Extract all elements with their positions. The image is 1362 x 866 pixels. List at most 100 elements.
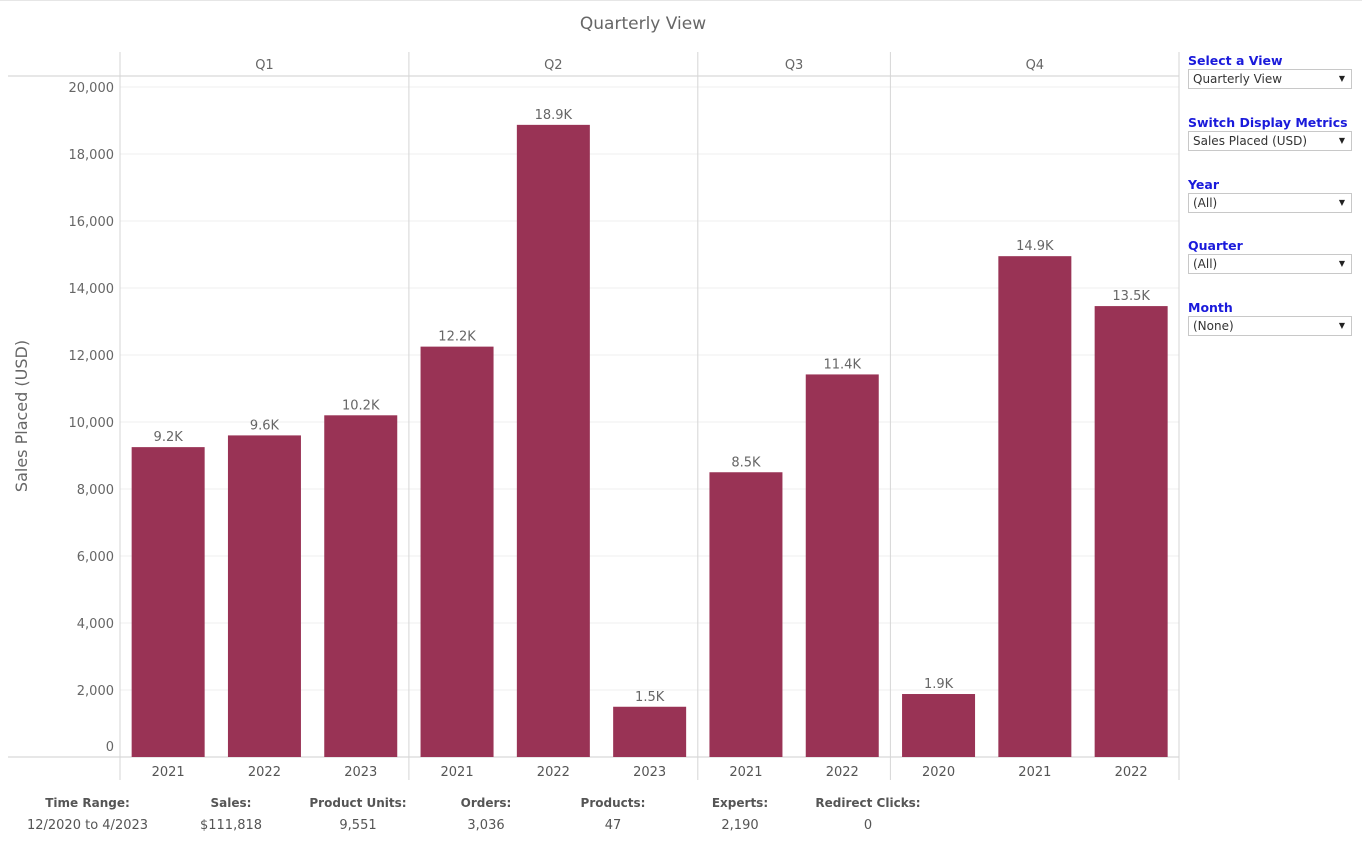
x-tick-label: 2021: [441, 765, 474, 780]
y-tick-label: 6,000: [77, 550, 114, 565]
dropdown-value: Sales Placed (USD): [1193, 134, 1308, 148]
metric-value: 12/2020 to 4/2023: [26, 818, 149, 833]
bar: [420, 346, 494, 757]
metric-label: Products:: [580, 796, 646, 810]
y-tick-label: 2,000: [77, 684, 114, 699]
bar-value-label: 11.4K: [824, 357, 862, 372]
dropdown-value: Quarterly View: [1193, 72, 1283, 86]
bar: [131, 447, 205, 757]
filter-month: Month (None) ▼: [1188, 299, 1358, 339]
filter-select-a-view: Select a View Quarterly View ▼: [1188, 52, 1358, 114]
metric-experts: Experts: 2,190: [690, 794, 790, 835]
y-axis-title: Sales Placed (USD): [12, 340, 31, 492]
filter-label: Quarter: [1188, 238, 1243, 253]
year-dropdown[interactable]: (All) ▼: [1188, 193, 1352, 213]
x-tick-label: 2022: [248, 765, 281, 780]
bar-value-label: 14.9K: [1016, 239, 1054, 254]
x-tick-label: 2021: [729, 765, 762, 780]
quarter-header: Q1: [255, 58, 274, 73]
filter-switch-display-metrics: Switch Display Metrics Sales Placed (USD…: [1188, 114, 1358, 176]
y-tick-label: 4,000: [77, 617, 114, 632]
y-tick-label: 12,000: [69, 349, 115, 364]
x-tick-label: 2021: [152, 765, 185, 780]
bar-value-label: 8.5K: [731, 455, 761, 470]
metric-time-range: Time Range: 12/2020 to 4/2023: [10, 794, 165, 835]
bar: [998, 256, 1072, 757]
dropdown-arrow-icon: ▼: [1338, 259, 1345, 268]
display-metrics-dropdown[interactable]: Sales Placed (USD) ▼: [1188, 131, 1352, 151]
y-tick-label: 14,000: [69, 282, 115, 297]
metric-label: Time Range:: [45, 796, 130, 810]
bar: [1094, 306, 1168, 757]
x-tick-label: 2023: [633, 765, 666, 780]
metric-value: 0: [863, 818, 873, 833]
y-tick-label: 16,000: [69, 215, 115, 230]
x-tick-label: 2022: [537, 765, 570, 780]
quarter-dropdown[interactable]: (All) ▼: [1188, 254, 1352, 274]
bar: [516, 124, 590, 758]
x-tick-label: 2022: [826, 765, 859, 780]
bar: [709, 472, 783, 757]
x-tick-label: 2022: [1115, 765, 1148, 780]
x-tick-label: 2020: [922, 765, 955, 780]
quarterly-sales-chart: 0 2,000 4,000 6,000 8,000 10,000 12,000 14,000 1…: [8, 52, 1180, 780]
metric-value: $111,818: [199, 818, 263, 833]
y-tick-label: 10,000: [69, 416, 115, 431]
select-a-view-dropdown[interactable]: Quarterly View ▼: [1188, 69, 1352, 89]
bar-value-label: 1.5K: [635, 690, 665, 705]
dropdown-arrow-icon: ▼: [1338, 136, 1345, 145]
bar-value-label: 12.2K: [438, 330, 476, 345]
bar-value-label: 9.2K: [154, 430, 184, 445]
metric-label: Sales:: [210, 796, 252, 810]
month-dropdown[interactable]: (None) ▼: [1188, 316, 1352, 336]
bar-value-label: 18.9K: [535, 108, 573, 123]
metric-label: Redirect Clicks:: [815, 796, 921, 810]
y-tick-label: 20,000: [69, 81, 115, 96]
bar: [324, 415, 398, 757]
dropdown-value: (All): [1193, 196, 1218, 210]
metric-value: 2,190: [721, 818, 759, 833]
dropdown-arrow-icon: ▼: [1338, 198, 1345, 207]
metric-redirect-clicks: Redirect Clicks: 0: [808, 794, 928, 835]
metric-value: 47: [604, 818, 622, 833]
dropdown-arrow-icon: ▼: [1338, 74, 1345, 83]
dropdown-value: (None): [1193, 319, 1234, 333]
filter-label: Month: [1188, 300, 1233, 315]
quarter-header: Q3: [785, 58, 804, 73]
filter-label: Year: [1188, 177, 1219, 192]
metric-label: Product Units:: [309, 796, 407, 810]
quarter-header: Q4: [1026, 58, 1045, 73]
filter-year: Year (All) ▼: [1188, 176, 1358, 237]
top-divider: [0, 0, 1362, 1]
bar-value-label: 13.5K: [1112, 289, 1150, 304]
bar-value-label: 10.2K: [342, 398, 380, 413]
filter-quarter: Quarter (All) ▼: [1188, 237, 1358, 299]
metric-sales: Sales: $111,818: [176, 794, 286, 835]
y-tick-label: 18,000: [69, 148, 115, 163]
summary-metrics: Time Range: 12/2020 to 4/2023 Sales: $11…: [0, 794, 1000, 844]
y-tick-label: 8,000: [77, 483, 114, 498]
metric-value: 9,551: [339, 818, 377, 833]
metric-label: Experts:: [711, 796, 769, 810]
chart-title: Quarterly View: [579, 14, 707, 34]
filter-label: Switch Display Metrics: [1188, 115, 1348, 130]
dropdown-value: (All): [1193, 257, 1218, 271]
metric-value: 3,036: [467, 818, 505, 833]
x-tick-label: 2021: [1018, 765, 1051, 780]
dropdown-arrow-icon: ▼: [1338, 321, 1345, 330]
metric-orders: Orders: 3,036: [436, 794, 536, 835]
metric-product-units: Product Units: 9,551: [298, 794, 418, 835]
metric-label: Orders:: [460, 796, 512, 810]
bar: [902, 694, 976, 757]
bar-value-label: 1.9K: [924, 677, 954, 692]
bar: [613, 706, 687, 757]
x-tick-label: 2023: [344, 765, 377, 780]
filter-label: Select a View: [1188, 53, 1283, 68]
y-tick-label: 0: [106, 740, 114, 755]
bar: [805, 374, 879, 757]
filter-panel: Select a View Quarterly View ▼ Switch Di…: [1188, 52, 1358, 339]
quarter-header: Q2: [544, 58, 563, 73]
metric-products: Products: 47: [563, 794, 663, 835]
bar-value-label: 9.6K: [250, 418, 280, 433]
bar: [227, 435, 301, 757]
